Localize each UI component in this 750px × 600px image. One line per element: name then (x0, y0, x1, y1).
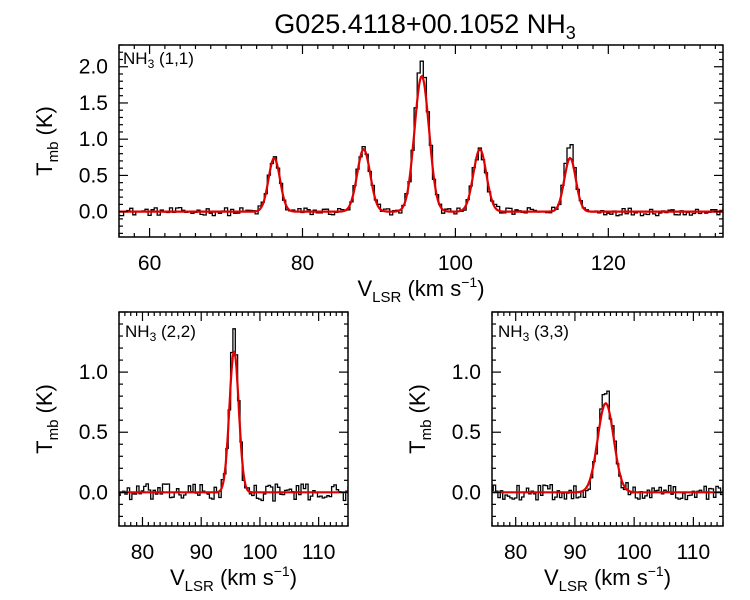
x-tick-label: 110 (677, 541, 710, 564)
panel-nh3-22: 80 90 100 110 0.0 0.5 1.0 NH3 (2,2) VLSR (km s−1… (32, 311, 349, 595)
x-axis-title-sub: LSR (559, 578, 588, 595)
x-tick-label: 110 (302, 541, 335, 564)
x-axis-title-nh3-11: VLSR (km s−1) (357, 274, 484, 306)
spectrum-line-nh3-22 (119, 328, 348, 502)
x-axis-title-end: ) (664, 565, 671, 590)
x-axis-title-sub: LSR (185, 578, 214, 595)
x-axis-title-suffix: (km s (214, 565, 274, 590)
y-axis-title-nh3-11: Tmb (K) (32, 106, 62, 176)
y-axis-title-main: T (405, 440, 430, 453)
y-axis-title-suffix: (K) (405, 384, 430, 419)
plot-frame-nh3-11 (118, 44, 724, 238)
panel-label-sub: 3 (148, 57, 155, 71)
x-tick-label: 100 (617, 541, 652, 564)
spectrum-line-nh3-33 (492, 390, 723, 501)
x-axis-title-sup: −1 (274, 563, 290, 579)
x-axis-title-nh3-22: VLSR (km s−1) (170, 563, 297, 595)
x-axis-title-end: ) (477, 276, 484, 301)
panel-label-nh3-22: NH3 (2,2) (125, 322, 196, 344)
x-axis-title-main: V (170, 565, 185, 590)
spectrum-line-nh3-11 (119, 60, 723, 217)
x-axis-title-main: V (544, 565, 559, 590)
y-axis-title-sub: mb (418, 420, 435, 441)
panel-nh3-33: 80 90 100 110 0.0 0.5 1.0 NH3 (3,3) VLSR (km s−1… (405, 311, 724, 595)
x-axis-title-sub: LSR (372, 289, 401, 306)
y-tick-label: 1.0 (79, 361, 108, 384)
y-tick-label: 1.5 (79, 92, 108, 115)
x-axis-title-nh3-33: VLSR (km s−1) (544, 563, 671, 595)
x-tick-label: 80 (291, 252, 314, 275)
y-axis-title-suffix: (K) (32, 384, 57, 419)
x-tick-label: 100 (438, 252, 473, 275)
fit-curve-nh3-11 (119, 74, 723, 213)
y-axis-title-sub: mb (45, 142, 62, 163)
fit-curve-nh3-22 (119, 350, 348, 494)
figure-title: G025.4118+00.1052 NH3 (274, 9, 576, 43)
y-tick-label: 1.0 (79, 128, 108, 151)
plot-frame-nh3-33 (491, 311, 724, 527)
y-axis-title-nh3-22: Tmb (K) (32, 384, 62, 454)
plot-frame-nh3-22 (118, 311, 349, 527)
figure-title-main: G025.4118+00.1052 NH (274, 9, 565, 39)
panel-label-suffix: (1,1) (154, 49, 194, 68)
fit-curve-nh3-33 (492, 402, 723, 494)
panel-label-nh3-11: NH3 (1,1) (123, 49, 194, 71)
panel-label-suffix: (2,2) (156, 322, 196, 341)
y-tick-label: 0.5 (79, 164, 108, 187)
panel-label-suffix: (3,3) (529, 322, 569, 341)
panel-label-main: NH (498, 322, 523, 341)
y-axis-title-main: T (32, 162, 57, 175)
y-tick-label: 0.0 (79, 481, 108, 504)
y-tick-label: 0.5 (452, 421, 481, 444)
panel-label-main: NH (125, 322, 150, 341)
y-tick-label: 0.0 (452, 481, 481, 504)
x-axis-title-main: V (357, 276, 372, 301)
x-axis-title-end: ) (290, 565, 297, 590)
panel-label-nh3-33: NH3 (3,3) (498, 322, 569, 344)
x-tick-label: 100 (242, 541, 277, 564)
panel-nh3-11: 60 80 100 120 0.0 0.5 1.0 1.5 2.0 NH3 (1,1) VLSR (… (32, 44, 724, 306)
x-axis-title-suffix: (km s (588, 565, 648, 590)
y-axis-title-nh3-33: Tmb (K) (405, 384, 435, 454)
x-tick-label: 120 (591, 252, 626, 275)
y-tick-label: 0.5 (79, 421, 108, 444)
x-axis-title-sup: −1 (461, 274, 477, 290)
x-axis-title-suffix: (km s (401, 276, 461, 301)
panel-label-main: NH (123, 49, 148, 68)
y-axis-title-suffix: (K) (32, 106, 57, 141)
panel-label-sub: 3 (523, 330, 530, 344)
x-tick-label: 60 (138, 252, 161, 275)
x-tick-label: 90 (190, 541, 213, 564)
y-axis-title-sub: mb (45, 420, 62, 441)
figure-title-subscript: 3 (566, 23, 576, 43)
y-tick-label: 0.0 (79, 201, 108, 224)
y-tick-label: 2.0 (79, 56, 108, 79)
y-axis-title-main: T (32, 440, 57, 453)
x-tick-label: 80 (131, 541, 154, 564)
x-axis-title-sup: −1 (648, 563, 664, 579)
panel-label-sub: 3 (150, 330, 157, 344)
x-tick-label: 80 (504, 541, 527, 564)
y-tick-label: 1.0 (452, 361, 481, 384)
x-tick-label: 90 (563, 541, 586, 564)
